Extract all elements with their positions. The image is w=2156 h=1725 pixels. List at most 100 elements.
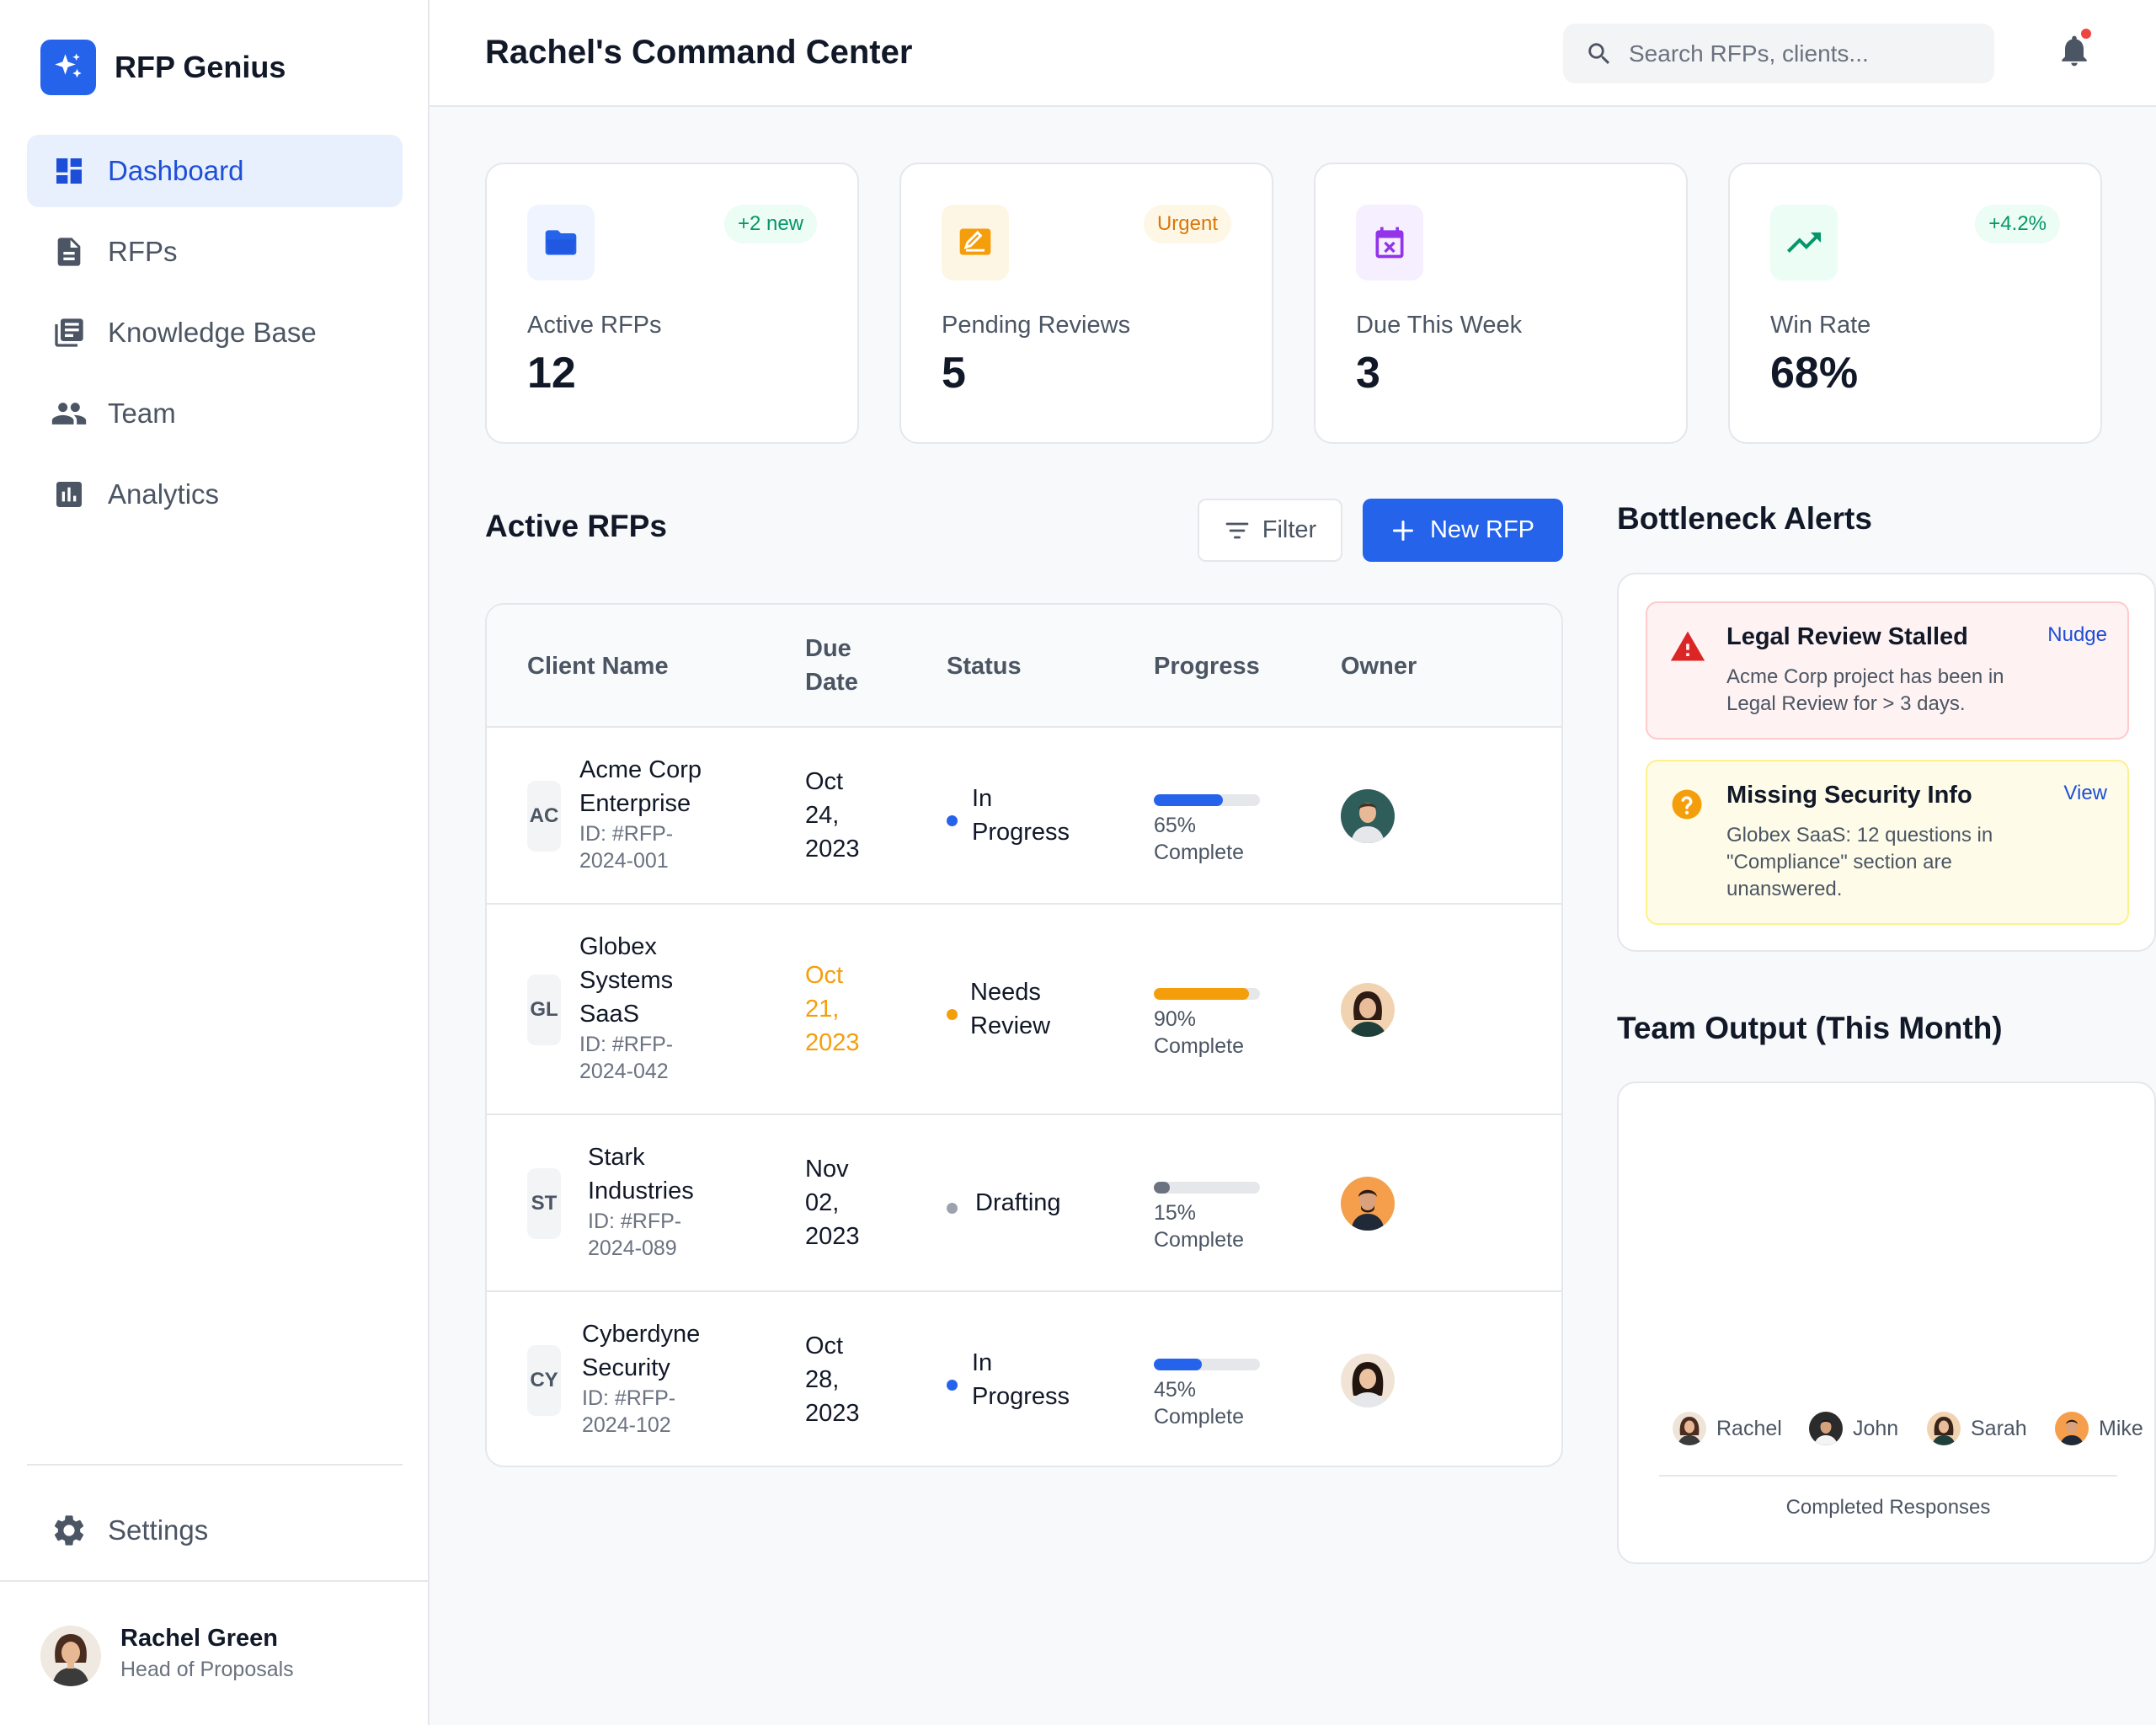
progress-fill	[1154, 988, 1250, 1000]
avatar	[1927, 1412, 1961, 1445]
search-icon	[1585, 40, 1614, 68]
trending-up-icon	[1770, 205, 1838, 280]
view-link[interactable]: View	[2063, 782, 2107, 804]
team-output-title: Team Output (This Month)	[1617, 1011, 2003, 1045]
table-row[interactable]: CY Cyberdyne Security ID: #RFP- 2024-102…	[487, 1292, 1561, 1466]
progress-percent: 65%	[1154, 814, 1197, 837]
progress-bar	[1154, 1182, 1260, 1194]
status-text: Drafting	[975, 1189, 1061, 1216]
alert-description-line: unanswered.	[1726, 878, 1843, 900]
client-cell: Stark Industries ID: #RFP- 2024-089	[588, 1140, 694, 1262]
table-row[interactable]: GL Globex Systems SaaS ID: #RFP- 2024-04…	[487, 905, 1561, 1115]
due-date-part: Nov	[805, 1156, 849, 1183]
table-row[interactable]: ST Stark Industries ID: #RFP- 2024-089 N…	[487, 1115, 1561, 1292]
client-id: 2024-102	[582, 1413, 671, 1437]
alert-description-line: Legal Review for > 3 days.	[1726, 692, 1966, 715]
column-header-status[interactable]: Status	[947, 653, 1022, 680]
due-date-part: 2023	[805, 836, 860, 862]
sidebar-item-label: Team	[108, 398, 176, 429]
member-name: Mike	[2099, 1416, 2143, 1440]
notifications-button[interactable]	[2049, 25, 2100, 76]
member-name: John	[1853, 1416, 1899, 1440]
progress-bar	[1154, 794, 1260, 806]
new-rfp-button[interactable]: New RFP	[1363, 499, 1563, 562]
page-title: Rachel's Command Center	[485, 34, 913, 71]
alert-legal-review: Legal Review Stalled Acme Corp project h…	[1646, 601, 2129, 740]
alert-description-line: "Compliance" section are	[1726, 851, 1952, 873]
alert-description: Globex SaaS: 12 questions in "Compliance…	[1726, 822, 2063, 903]
progress-fill	[1154, 1182, 1170, 1194]
edit-icon	[942, 205, 1009, 280]
avatar	[1809, 1412, 1843, 1445]
avatar	[1673, 1412, 1706, 1445]
new-rfp-label: New RFP	[1429, 516, 1535, 543]
column-header-owner[interactable]: Owner	[1341, 653, 1417, 680]
member-name: Rachel	[1716, 1416, 1782, 1440]
due-date-part: 24,	[805, 802, 840, 829]
status-text-part: In	[972, 785, 993, 812]
owner-avatar[interactable]	[1341, 983, 1395, 1037]
rfps-table: Client Name Due Date Status Progress Own…	[485, 603, 1563, 1467]
alert-description: Acme Corp project has been in Legal Revi…	[1726, 664, 2063, 718]
team-member-rachel: Rachel	[1673, 1412, 1782, 1445]
client-id: 2024-042	[579, 1060, 669, 1083]
sidebar-item-dashboard[interactable]: Dashboard	[27, 135, 403, 207]
column-header-client[interactable]: Client Name	[527, 653, 669, 680]
client-initials: GL	[527, 975, 561, 1045]
user-avatar[interactable]	[40, 1626, 101, 1686]
sidebar-divider	[27, 1464, 403, 1466]
due-date-part: 21,	[805, 996, 840, 1023]
owner-avatar[interactable]	[1341, 789, 1395, 843]
sidebar-item-label: Knowledge Base	[108, 317, 317, 348]
filter-button[interactable]: Filter	[1198, 499, 1342, 562]
client-name: SaaS	[579, 1001, 639, 1028]
stat-card-pending-reviews[interactable]: Urgent Pending Reviews 5	[899, 163, 1273, 444]
stat-card-active-rfps[interactable]: +2 new Active RFPs 12	[485, 163, 859, 444]
owner-avatar[interactable]	[1341, 1354, 1395, 1407]
progress-percent: 45%	[1154, 1378, 1197, 1402]
progress-label: Complete	[1154, 841, 1244, 864]
client-name: Acme Corp	[579, 756, 702, 783]
client-cell: Acme Corp Enterprise ID: #RFP- 2024-001	[579, 753, 702, 874]
sidebar-item-team[interactable]: Team	[27, 377, 403, 450]
sidebar-item-rfps[interactable]: RFPs	[27, 216, 403, 288]
status-text-part: Review	[970, 1012, 1051, 1039]
sidebar-item-label: RFPs	[108, 236, 178, 267]
due-date-part: 28,	[805, 1366, 840, 1393]
app-name: RFP Genius	[115, 50, 286, 84]
sidebar: RFP Genius Dashboard RFPs Knowledge Base…	[0, 0, 430, 1725]
plus-icon	[1391, 519, 1415, 542]
stat-card-due-this-week[interactable]: Due This Week 3	[1314, 163, 1688, 444]
status-text-part: Needs	[970, 979, 1041, 1006]
due-date-part: Oct	[805, 768, 844, 795]
avatar	[2055, 1412, 2089, 1445]
owner-avatar[interactable]	[1341, 1177, 1395, 1231]
due-date: Oct 28, 2023	[805, 1329, 860, 1430]
status-dot	[947, 1380, 958, 1391]
status-dot	[947, 1203, 958, 1214]
stat-label: Pending Reviews	[942, 312, 1131, 339]
user-role: Head of Proposals	[120, 1658, 294, 1681]
sidebar-item-analytics[interactable]: Analytics	[27, 458, 403, 531]
table-row[interactable]: AC Acme Corp Enterprise ID: #RFP- 2024-0…	[487, 728, 1561, 905]
status-text-part: In	[972, 1349, 993, 1376]
progress-bar	[1154, 988, 1260, 1000]
sidebar-item-knowledge-base[interactable]: Knowledge Base	[27, 296, 403, 369]
filter-icon	[1224, 517, 1251, 544]
search-box[interactable]	[1563, 24, 1994, 83]
progress-label: Complete	[1154, 1405, 1244, 1429]
folder-icon	[527, 205, 595, 280]
progress-label: Complete	[1154, 1034, 1244, 1058]
column-header-due[interactable]: Due Date	[805, 632, 858, 699]
client-cell: Globex Systems SaaS ID: #RFP- 2024-042	[579, 930, 673, 1085]
stat-card-win-rate[interactable]: +4.2% Win Rate 68%	[1728, 163, 2102, 444]
sidebar-item-settings[interactable]: Settings	[27, 1494, 403, 1567]
search-input[interactable]	[1627, 39, 1967, 68]
nudge-link[interactable]: Nudge	[2047, 623, 2107, 646]
user-name: Rachel Green	[120, 1625, 278, 1652]
client-name: Systems	[579, 967, 674, 994]
stat-label: Active RFPs	[527, 312, 662, 339]
status-text: In Progress	[972, 782, 1070, 849]
column-header-progress[interactable]: Progress	[1154, 653, 1260, 680]
client-name: Cyberdyne	[582, 1321, 701, 1348]
